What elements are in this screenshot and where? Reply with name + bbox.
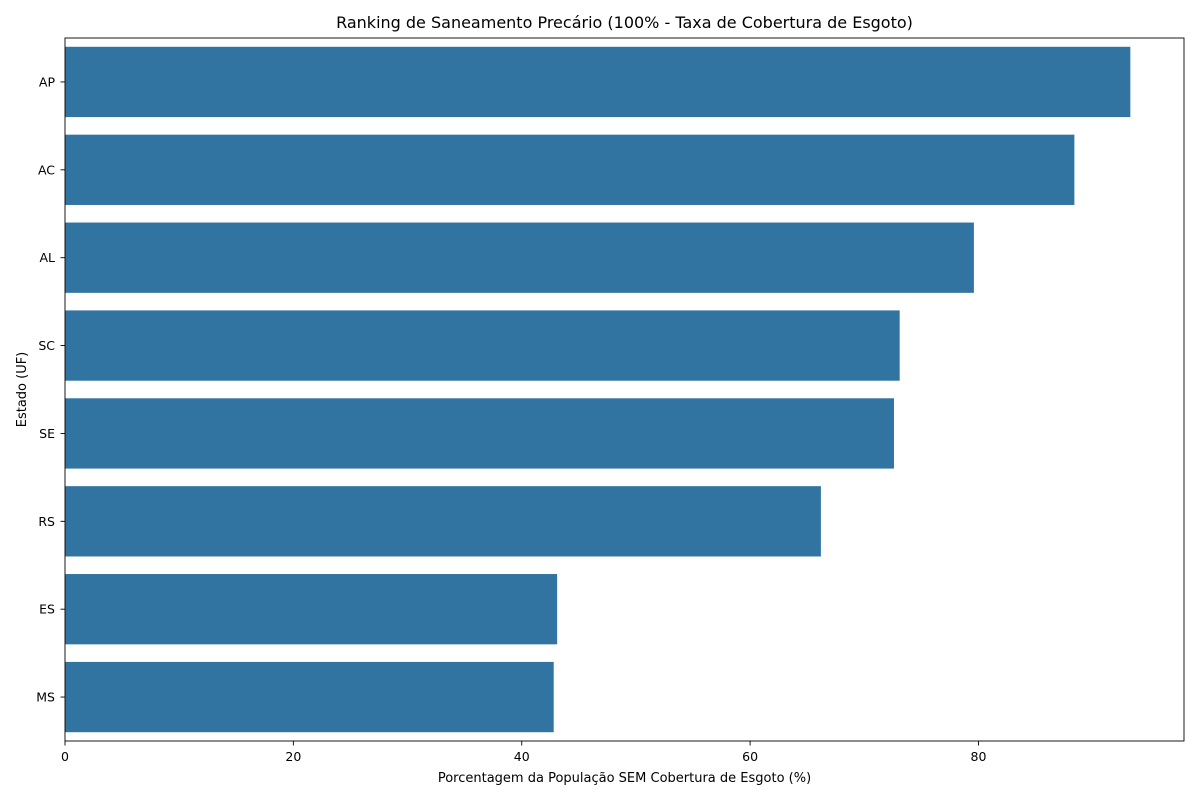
plot-frame — [64, 37, 1185, 742]
x-tick-label: 80 — [971, 749, 987, 764]
y-tick-label: SE — [39, 426, 55, 441]
x-tick-label: 40 — [514, 749, 530, 764]
y-tick-label: MS — [36, 690, 55, 705]
x-tick-label: 0 — [61, 749, 69, 764]
y-tick-label: SC — [38, 338, 55, 353]
bar-es — [65, 574, 558, 645]
bar-al — [65, 222, 974, 293]
bar-ac — [65, 134, 1075, 205]
y-tick-label: AP — [39, 74, 56, 89]
bar-rs — [65, 486, 821, 557]
x-tick-label: 60 — [742, 749, 758, 764]
bar-se — [65, 398, 894, 469]
y-tick-label: ES — [39, 602, 55, 617]
y-tick-label: AL — [39, 250, 55, 265]
x-axis-ticks: 0 20 40 60 80 — [61, 741, 986, 764]
y-axis-label: Estado (UF) — [15, 352, 30, 428]
bar-ms — [65, 661, 554, 733]
bar-sc — [65, 310, 900, 381]
y-tick-label: AC — [38, 162, 55, 177]
bar-ap — [65, 46, 1131, 118]
x-axis-label: Porcentagem da População SEM Cobertura d… — [438, 771, 811, 786]
y-axis-ticks: AP AC AL SC SE RS ES MS — [36, 74, 65, 705]
bars-group — [65, 46, 1131, 733]
x-tick-label: 20 — [285, 749, 301, 764]
chart-title: Ranking de Saneamento Precário (100% - T… — [336, 13, 913, 32]
y-tick-label: RS — [38, 514, 55, 529]
